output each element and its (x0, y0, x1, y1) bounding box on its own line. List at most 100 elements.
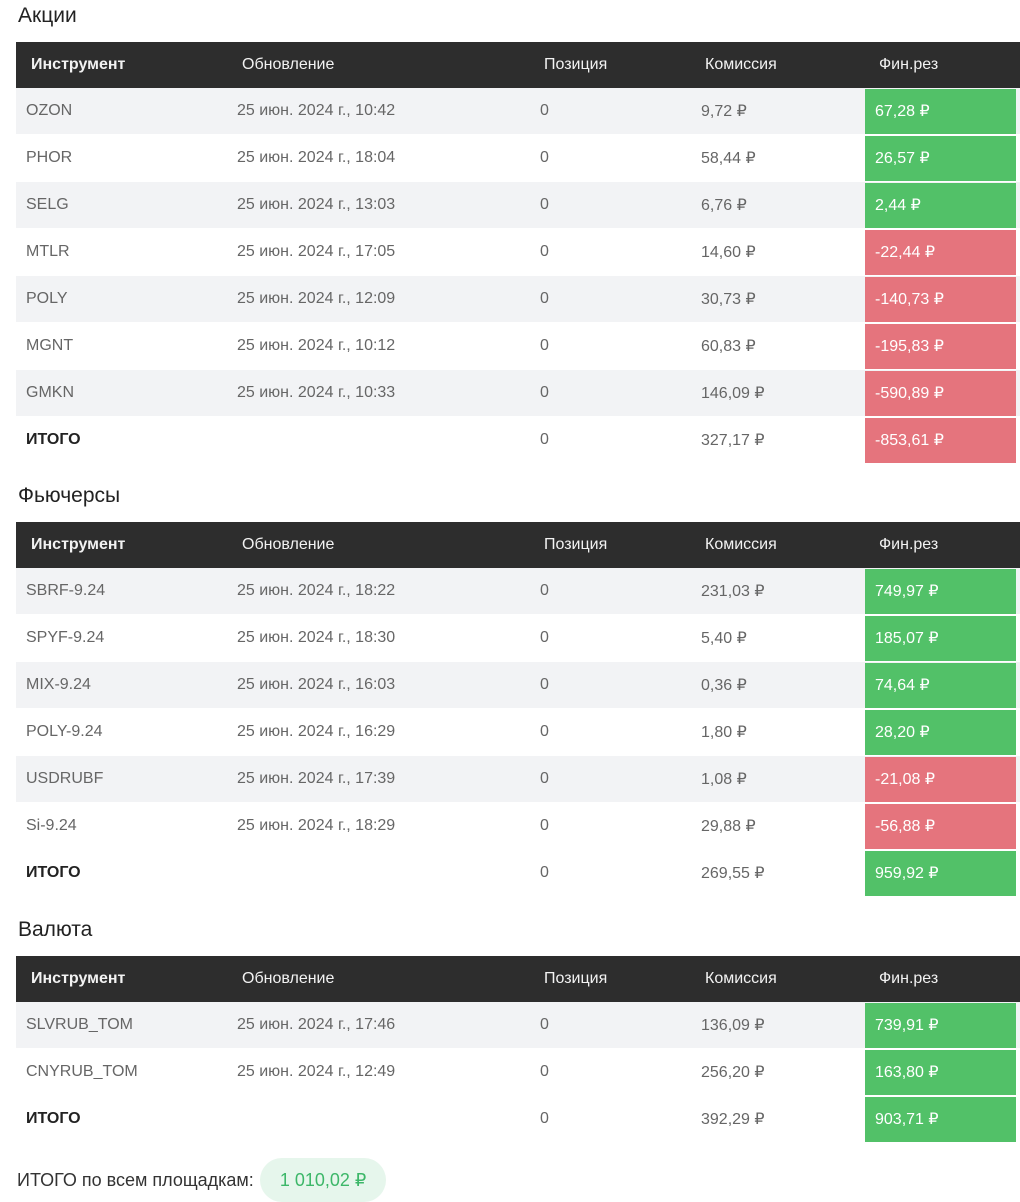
result-badge: 28,20 ₽ (865, 709, 1016, 755)
cell-updated: 25 июн. 2024 г., 18:22 (226, 568, 528, 615)
result-badge: -22,44 ₽ (865, 229, 1016, 275)
table-row[interactable]: MTLR 25 июн. 2024 г., 17:05 0 14,60 ₽ -2… (16, 228, 1020, 276)
table-row[interactable]: SPYF-9.24 25 июн. 2024 г., 18:30 0 5,40 … (16, 614, 1020, 662)
header-instrument[interactable]: Инструмент (16, 42, 226, 88)
total-commission: 269,55 ₽ (689, 849, 864, 897)
cell-position: 0 (528, 1002, 689, 1049)
total-commission: 392,29 ₽ (689, 1095, 864, 1143)
cell-position: 0 (528, 802, 689, 850)
result-badge: 74,64 ₽ (865, 662, 1016, 708)
table-row[interactable]: Si-9.24 25 июн. 2024 г., 18:29 0 29,88 ₽… (16, 802, 1020, 850)
total-result: 903,71 ₽ (864, 1095, 1020, 1143)
total-result: 959,92 ₽ (864, 849, 1020, 897)
table-row[interactable]: POLY-9.24 25 июн. 2024 г., 16:29 0 1,80 … (16, 708, 1020, 756)
cell-updated-empty (226, 1095, 528, 1143)
header-updated[interactable]: Обновление (226, 42, 528, 88)
header-position[interactable]: Позиция (528, 42, 689, 88)
cell-instrument: MIX-9.24 (16, 661, 226, 709)
result-badge: -21,08 ₽ (865, 756, 1016, 802)
cell-updated: 25 июн. 2024 г., 17:05 (226, 228, 528, 276)
cell-instrument: USDRUBF (16, 755, 226, 803)
table-row[interactable]: CNYRUB_TOM 25 июн. 2024 г., 12:49 0 256,… (16, 1048, 1020, 1096)
total-result: -853,61 ₽ (864, 416, 1020, 464)
total-result-badge: -853,61 ₽ (865, 417, 1016, 463)
cell-commission: 60,83 ₽ (689, 322, 864, 370)
cell-instrument: Si-9.24 (16, 802, 226, 850)
cell-position: 0 (528, 228, 689, 276)
total-position: 0 (528, 416, 689, 464)
total-row: ИТОГО 0 269,55 ₽ 959,92 ₽ (16, 849, 1020, 897)
total-label: ИТОГО (16, 849, 226, 897)
cell-result: 163,80 ₽ (864, 1048, 1020, 1096)
header-instrument[interactable]: Инструмент (16, 956, 226, 1002)
table-row[interactable]: MIX-9.24 25 июн. 2024 г., 16:03 0 0,36 ₽… (16, 661, 1020, 709)
header-position[interactable]: Позиция (528, 956, 689, 1002)
table-row[interactable]: SBRF-9.24 25 июн. 2024 г., 18:22 0 231,0… (16, 568, 1020, 615)
cell-result: 74,64 ₽ (864, 661, 1020, 709)
total-label: ИТОГО (16, 1095, 226, 1143)
cell-commission: 146,09 ₽ (689, 369, 864, 417)
header-commission[interactable]: Комиссия (689, 42, 864, 88)
cell-updated-empty (226, 849, 528, 897)
cell-result: 28,20 ₽ (864, 708, 1020, 756)
cell-position: 0 (528, 614, 689, 662)
futures-table: Инструмент Обновление Позиция Комиссия Ф… (16, 522, 1020, 897)
cell-position: 0 (528, 661, 689, 709)
cell-result: -21,08 ₽ (864, 755, 1020, 803)
header-commission[interactable]: Комиссия (689, 956, 864, 1002)
cell-updated: 25 июн. 2024 г., 10:33 (226, 369, 528, 417)
cell-position: 0 (528, 568, 689, 615)
header-result[interactable]: Фин.рез (864, 42, 1020, 88)
table-row[interactable]: MGNT 25 июн. 2024 г., 10:12 0 60,83 ₽ -1… (16, 322, 1020, 370)
header-position[interactable]: Позиция (528, 522, 689, 568)
grand-total-label: ИТОГО по всем площадкам: (17, 1169, 254, 1190)
cell-commission: 6,76 ₽ (689, 181, 864, 229)
cell-result: -590,89 ₽ (864, 369, 1020, 417)
cell-position: 0 (528, 88, 689, 135)
result-badge: 739,91 ₽ (865, 1002, 1016, 1048)
header-commission[interactable]: Комиссия (689, 522, 864, 568)
cell-updated: 25 июн. 2024 г., 16:29 (226, 708, 528, 756)
table-row[interactable]: USDRUBF 25 июн. 2024 г., 17:39 0 1,08 ₽ … (16, 755, 1020, 803)
header-result[interactable]: Фин.рез (864, 522, 1020, 568)
cell-commission: 30,73 ₽ (689, 275, 864, 323)
total-commission: 327,17 ₽ (689, 416, 864, 464)
grand-total-badge: 1 010,02 ₽ (259, 1158, 387, 1202)
total-label: ИТОГО (16, 416, 226, 464)
cell-position: 0 (528, 134, 689, 182)
cell-position: 0 (528, 181, 689, 229)
cell-commission: 231,03 ₽ (689, 568, 864, 615)
section-title-stocks: Акции (18, 4, 77, 27)
cell-position: 0 (528, 322, 689, 370)
cell-updated: 25 июн. 2024 г., 16:03 (226, 661, 528, 709)
section-title-currency: Валюта (18, 918, 93, 941)
cell-result: 739,91 ₽ (864, 1002, 1020, 1049)
result-badge: -590,89 ₽ (865, 370, 1016, 416)
total-result-badge: 959,92 ₽ (865, 850, 1016, 896)
table-row[interactable]: OZON 25 июн. 2024 г., 10:42 0 9,72 ₽ 67,… (16, 88, 1020, 135)
result-badge: 163,80 ₽ (865, 1049, 1016, 1095)
header-result[interactable]: Фин.рез (864, 956, 1020, 1002)
cell-instrument: POLY-9.24 (16, 708, 226, 756)
table-row[interactable]: POLY 25 июн. 2024 г., 12:09 0 30,73 ₽ -1… (16, 275, 1020, 323)
cell-result: 185,07 ₽ (864, 614, 1020, 662)
cell-result: -56,88 ₽ (864, 802, 1020, 850)
cell-updated: 25 июн. 2024 г., 18:04 (226, 134, 528, 182)
table-header-row: Инструмент Обновление Позиция Комиссия Ф… (16, 42, 1020, 88)
cell-instrument: PHOR (16, 134, 226, 182)
table-row[interactable]: PHOR 25 июн. 2024 г., 18:04 0 58,44 ₽ 26… (16, 134, 1020, 182)
table-row[interactable]: SELG 25 июн. 2024 г., 13:03 0 6,76 ₽ 2,4… (16, 181, 1020, 229)
table-row[interactable]: SLVRUB_TOM 25 июн. 2024 г., 17:46 0 136,… (16, 1002, 1020, 1049)
cell-updated: 25 июн. 2024 г., 12:49 (226, 1048, 528, 1096)
cell-result: 67,28 ₽ (864, 88, 1020, 135)
cell-updated: 25 июн. 2024 г., 18:30 (226, 614, 528, 662)
total-result-badge: 903,71 ₽ (865, 1096, 1016, 1142)
header-instrument[interactable]: Инструмент (16, 522, 226, 568)
cell-position: 0 (528, 755, 689, 803)
total-row: ИТОГО 0 327,17 ₽ -853,61 ₽ (16, 416, 1020, 464)
header-updated[interactable]: Обновление (226, 522, 528, 568)
result-badge: -56,88 ₽ (865, 803, 1016, 849)
cell-instrument: SPYF-9.24 (16, 614, 226, 662)
table-row[interactable]: GMKN 25 июн. 2024 г., 10:33 0 146,09 ₽ -… (16, 369, 1020, 417)
header-updated[interactable]: Обновление (226, 956, 528, 1002)
